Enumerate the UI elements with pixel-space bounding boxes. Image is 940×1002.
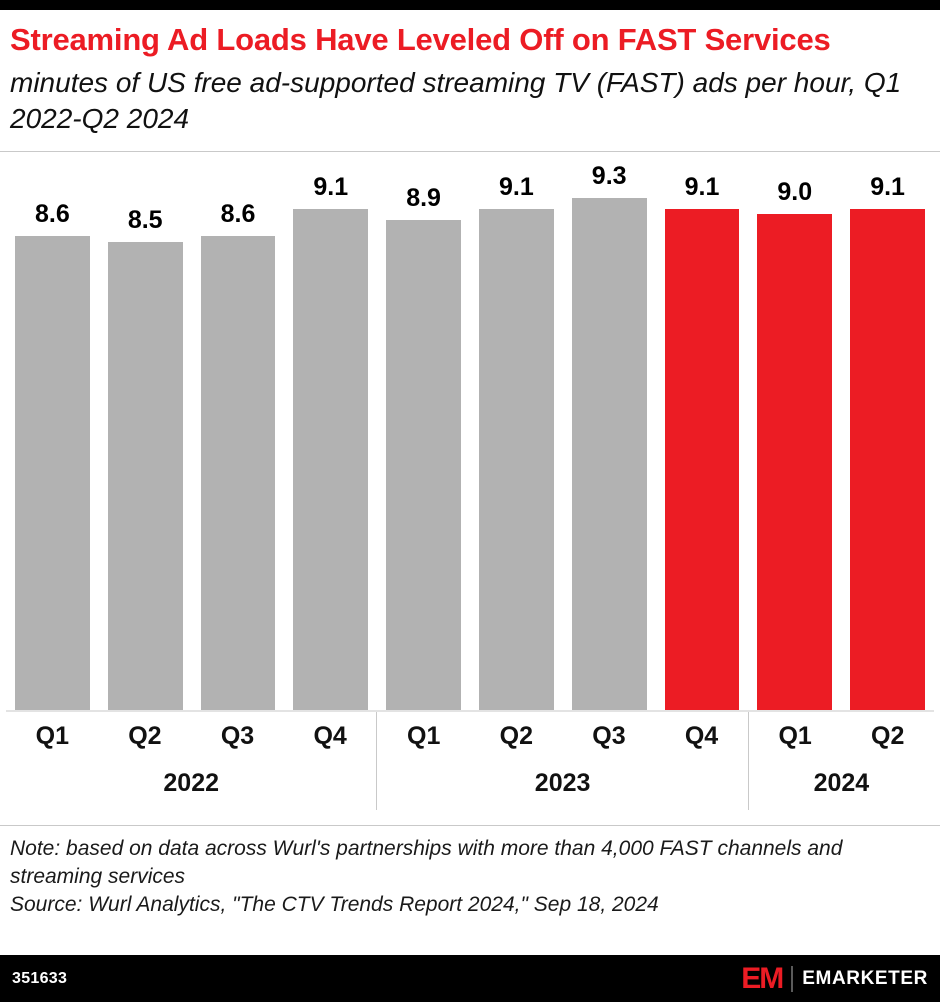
bar-value-label: 9.1	[870, 172, 905, 201]
chart-title: Streaming Ad Loads Have Leveled Off on F…	[10, 22, 831, 57]
bar-column: 9.3	[563, 162, 656, 710]
quarter-label: Q1	[778, 721, 812, 750]
quarter-label: Q2	[871, 721, 905, 750]
quarter-label: Q4	[684, 721, 719, 750]
quarter-label: Q2	[128, 721, 162, 750]
bar	[107, 241, 183, 710]
bar-value-label: 9.3	[591, 161, 627, 190]
quarter-label: Q1	[407, 721, 441, 750]
bar	[15, 235, 90, 710]
chart-header: Streaming Ad Loads Have Leveled Off on F…	[0, 10, 940, 136]
bar-value-label: 9.1	[684, 172, 720, 201]
bar-value-label: 9.1	[313, 172, 349, 201]
top-black-bar	[0, 0, 940, 10]
bar	[571, 197, 647, 710]
bar-column: 9.1	[284, 173, 377, 710]
year-label: 2023	[534, 768, 591, 797]
bar-value-label: 8.5	[127, 205, 163, 234]
footer-bar: 351633 EM EMARKETER	[0, 955, 940, 1002]
bar-column: 9.1	[841, 173, 934, 710]
chart-id: 351633	[12, 969, 68, 987]
chart-subtitle: minutes of US free ad-supported streamin…	[10, 67, 902, 134]
chart-source: Source: Wurl Analytics, "The CTV Trends …	[10, 892, 659, 916]
quarter-labels-row: Q1 Q2 Q3 Q4	[377, 722, 747, 751]
year-group: Q1 Q2 2024	[747, 711, 934, 810]
notes-section: Note: based on data across Wurl's partne…	[0, 826, 940, 927]
bar-chart: 8.6 8.5 8.6 9.1 8.9 9.1 9.3 9.1 9.0 9.1 Q1 Q2 Q3 Q4 2…	[0, 152, 940, 810]
quarter-label: Q1	[35, 721, 69, 750]
bar-column: 9.0	[748, 178, 841, 710]
bar	[478, 208, 554, 710]
em-logo-icon: EM	[741, 961, 784, 995]
header-divider	[0, 150, 940, 152]
bar-column: 8.9	[377, 184, 470, 710]
bar-column: 9.1	[656, 173, 749, 710]
axis-groups: Q1 Q2 Q3 Q4 2022 Q1 Q2 Q3 Q4 2023 Q1 Q2 2024	[6, 711, 934, 810]
bar-value-label: 8.6	[220, 199, 256, 228]
bar-value-label: 8.9	[406, 183, 441, 212]
quarter-labels-row: Q1 Q2 Q3 Q4	[6, 722, 376, 751]
quarter-label: Q3	[220, 721, 255, 750]
bar-column: 9.1	[470, 173, 563, 710]
chart-baseline	[6, 709, 934, 712]
bar-value-label: 9.0	[777, 177, 813, 206]
bar	[850, 208, 925, 710]
year-label: 2024	[813, 768, 870, 797]
year-group: Q1 Q2 Q3 Q4 2022	[6, 712, 376, 810]
bar	[293, 208, 369, 710]
bar-column: 8.5	[99, 206, 192, 710]
quarter-label: Q4	[313, 721, 347, 750]
bar	[757, 213, 833, 710]
quarter-label: Q2	[499, 721, 533, 750]
quarter-label: Q3	[592, 721, 626, 750]
emarketer-logo: EM EMARKETER	[741, 961, 928, 995]
bar-column: 8.6	[192, 200, 285, 710]
bar	[664, 208, 740, 710]
bar-value-label: 8.6	[35, 199, 70, 228]
notes-divider	[0, 824, 940, 826]
bar-column: 8.6	[6, 200, 99, 710]
quarter-labels-row: Q1 Q2	[749, 722, 934, 751]
bar	[200, 235, 276, 710]
bar-value-label: 9.1	[499, 172, 534, 201]
bar	[386, 219, 461, 710]
chart-note: Note: based on data across Wurl's partne…	[10, 836, 843, 888]
year-group: Q1 Q2 Q3 Q4 2023	[376, 711, 747, 810]
emarketer-wordmark: EMARKETER	[802, 967, 928, 989]
year-label: 2022	[163, 768, 220, 797]
logo-divider	[791, 965, 794, 992]
bars-row: 8.6 8.5 8.6 9.1 8.9 9.1 9.3 9.1 9.0 9.1	[6, 158, 934, 710]
